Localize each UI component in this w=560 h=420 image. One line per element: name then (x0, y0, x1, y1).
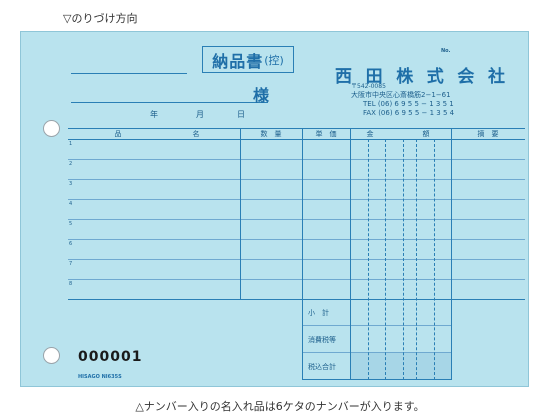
header-quantity: 数 量 (260, 129, 282, 138)
amount-digit-divider (368, 139, 369, 380)
row-line (68, 239, 525, 240)
row-number: 4 (69, 201, 73, 207)
company-tel: TEL (06) 6 9 5 5 − 1 3 5 1 (363, 100, 454, 108)
col-line-amount (350, 128, 351, 380)
col-line-unit-price (302, 128, 303, 380)
totals-shading (350, 352, 451, 380)
col-line-quantity (240, 128, 241, 299)
row-number: 6 (69, 241, 73, 247)
header-remarks: 摘 要 (477, 129, 499, 138)
document-title-sub: (控) (264, 53, 284, 67)
row-number: 2 (69, 161, 73, 167)
company-char: 田 (365, 67, 383, 87)
date-day-label: 日 (237, 110, 245, 119)
row-line (68, 159, 525, 160)
maker-mark: HISAGO NI635S (78, 374, 122, 380)
date-year-label: 年 (150, 110, 158, 119)
consumption-tax-label: 消費税等 (308, 336, 336, 344)
row-number: 8 (69, 281, 73, 287)
recipient-line (71, 102, 268, 103)
subtotal-label: 小 計 (308, 309, 329, 317)
row-line (68, 179, 525, 180)
totals-line (302, 325, 451, 326)
row-line (68, 219, 525, 220)
name-printing-note: △ナンバー入りの名入れ品は6ケタのナンバーが入ります。 (135, 400, 425, 413)
amount-digit-divider (403, 139, 404, 380)
document-title: 納品書 (212, 51, 264, 71)
header-item-name-left: 品 (114, 129, 122, 138)
header-amount-right: 額 (422, 129, 430, 138)
row-number: 3 (69, 181, 73, 187)
row-number: 5 (69, 221, 73, 227)
header-unit-price: 単 価 (315, 129, 337, 138)
totals-line (302, 352, 451, 353)
col-line-remarks (451, 128, 452, 380)
header-item-name-right: 名 (192, 129, 200, 138)
company-char: 株 (396, 67, 414, 87)
total-with-tax-label: 税込合計 (308, 363, 336, 371)
company-char: 会 (457, 67, 475, 87)
header-bottom-line (68, 139, 525, 140)
company-fax: FAX (06) 6 9 5 5 − 1 3 5 4 (363, 109, 455, 117)
binding-hole-top (43, 120, 60, 137)
delivery-slip-sheet: 納品書 (控) 様 年 月 日 No. 西 田 株 式 会 社 〒542-008… (20, 31, 529, 387)
binding-hole-bottom (43, 347, 60, 364)
company-postal-code: 〒542-0085 (351, 83, 386, 90)
blank-line (71, 73, 187, 74)
company-name: 西 田 株 式 会 社 (335, 62, 505, 87)
company-char: 社 (487, 67, 505, 87)
items-table: 品 名 数 量 単 価 金 額 摘 要 1 2 3 4 (68, 128, 525, 380)
row-number: 7 (69, 261, 73, 267)
company-address: 大阪市中央区心斎橋筋2−1−61 (351, 91, 451, 99)
serial-number: 000001 (78, 349, 143, 365)
number-mark: No. (441, 48, 451, 54)
table-top-line (68, 128, 525, 129)
row-line (68, 259, 525, 260)
company-char: 西 (335, 67, 352, 87)
row-line (68, 199, 525, 200)
body-bottom-line (68, 299, 525, 300)
glue-direction-caption: ▽のりづけ方向 (63, 12, 138, 25)
honorific-sama: 様 (253, 86, 270, 105)
company-char: 式 (426, 67, 444, 87)
row-number: 1 (69, 141, 73, 147)
amount-digit-divider (434, 139, 435, 380)
header-amount-left: 金 (366, 129, 374, 138)
document-title-box: 納品書 (控) (202, 46, 294, 73)
amount-digit-divider (385, 139, 386, 380)
amount-digit-divider (416, 139, 417, 380)
date-month-label: 月 (196, 110, 204, 119)
row-line (68, 279, 525, 280)
table-bottom-line (302, 379, 451, 380)
